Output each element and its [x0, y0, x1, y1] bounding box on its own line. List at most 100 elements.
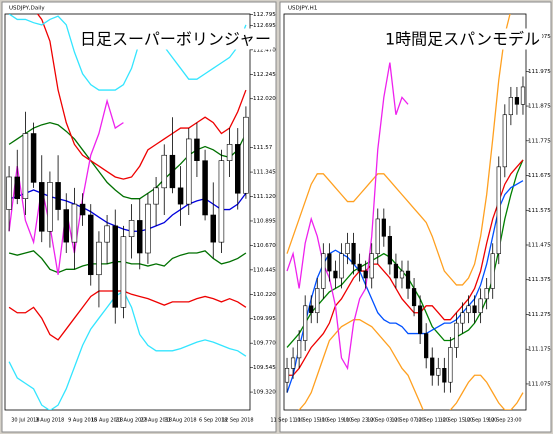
candle-body [210, 214, 217, 243]
candle-body [339, 253, 344, 279]
candle-body [14, 176, 21, 199]
x-tick-label: 11 Sep 15:00 [295, 418, 328, 424]
candle-body [153, 187, 159, 205]
candle-body [460, 312, 465, 324]
candle-body [496, 166, 501, 254]
candle-body [315, 288, 320, 314]
candle-body [442, 368, 447, 383]
candle-body [345, 242, 350, 254]
candle-body [333, 270, 338, 279]
symbol-label: USDJPY,Daily [9, 6, 45, 12]
indicator-line [286, 62, 409, 371]
x-tick-label: 11 Sep 11:00 [270, 418, 303, 424]
candle-body [30, 133, 37, 183]
y-tick-label: 110.670 [253, 243, 276, 249]
candle-body [472, 305, 477, 314]
indicator-line [8, 250, 247, 274]
candle-body [363, 270, 368, 279]
plot-area [4, 13, 251, 411]
candle-body [478, 298, 483, 314]
indicator-line [8, 290, 247, 341]
y-tick-label: 112.020 [253, 96, 276, 102]
candle-body [235, 144, 241, 194]
plot-content [6, 14, 249, 410]
x-tick-label: 12 Sep 2018 [222, 418, 254, 424]
y-tick-label: 111.175 [528, 347, 551, 353]
candle-body [418, 305, 423, 334]
indicator-line [8, 121, 247, 200]
candle-body [104, 225, 110, 243]
candle-body [22, 133, 29, 199]
y-tick-label: 109.320 [253, 390, 276, 396]
candle-body [226, 144, 233, 161]
indicator-line [8, 290, 247, 410]
candle-body [484, 288, 489, 300]
x-tick-label: 15 Aug 2018 [91, 418, 123, 424]
candle-body [161, 154, 168, 189]
candle-body [454, 322, 459, 348]
y-tick-label: 112.795 [253, 12, 276, 18]
x-tick-label: 9 Aug 2018 [68, 418, 97, 424]
candle-body [177, 187, 184, 205]
candle-body [351, 242, 356, 265]
candle-body [120, 236, 127, 308]
x-tick-label: 31 Aug 2018 [165, 418, 197, 424]
x-tick-label: 12 Sep 11:00 [416, 418, 449, 424]
y-tick-label: 110.445 [253, 267, 276, 273]
indicator-line [286, 14, 511, 286]
candle-body [430, 357, 435, 376]
x-tick-label: 12 Sep 07:00 [391, 418, 424, 424]
y-tick-label: 112.470 [253, 47, 276, 53]
candle-body [490, 253, 495, 289]
y-tick-label: 111.120 [253, 194, 276, 200]
x-tick-label: 12 Sep 03:00 [367, 418, 400, 424]
title-bg [383, 28, 542, 50]
chart-title: 日足スーパーボリンジャー [80, 30, 271, 49]
x-tick-label: 3 Aug 2018 [35, 418, 64, 424]
plot-content [284, 14, 526, 410]
candle-body [284, 368, 290, 383]
candle-body [186, 138, 192, 205]
candle-body [79, 203, 86, 216]
candle-body [424, 333, 429, 359]
y-tick-label: 111.775 [528, 138, 551, 144]
y-tick-label: 112.245 [253, 72, 276, 78]
candle-body [448, 347, 453, 383]
candle-body [112, 225, 119, 308]
symbol-label: USDJPY,H1 [288, 6, 317, 12]
candle-body [290, 357, 296, 369]
candle-body [194, 138, 200, 161]
y-tick-label: 111.575 [528, 208, 551, 214]
candle-body [128, 220, 135, 238]
candle-body [55, 182, 61, 210]
candle-body [405, 270, 411, 289]
indicator-line [286, 180, 524, 393]
plot-area [283, 13, 527, 411]
indicator-line [36, 14, 247, 180]
candle-body [393, 263, 399, 279]
candle-body [137, 220, 143, 254]
x-tick-label: 12 Sep 19:00 [464, 418, 497, 424]
x-tick-label: 21 Aug 2018 [116, 418, 148, 424]
y-tick-label: 110.895 [253, 218, 276, 224]
y-tick-label: 111.975 [528, 69, 551, 75]
candle-body [357, 263, 362, 272]
candle-body [169, 154, 176, 189]
candle-body [63, 209, 69, 243]
chart-title: 1時間足スパンモデル [385, 30, 540, 49]
candle-body [369, 253, 374, 279]
candle-body [502, 114, 507, 168]
y-tick-label: 110.220 [253, 292, 276, 298]
candle-body [399, 270, 405, 279]
y-tick-label: 109.770 [253, 341, 276, 347]
candle-body [381, 218, 386, 237]
indicator-line [298, 319, 524, 410]
y-tick-label: 111.345 [253, 170, 276, 176]
candle-body [243, 116, 249, 194]
candle-body [321, 253, 326, 289]
x-tick-label: 6 Sep 2018 [199, 418, 228, 424]
candle-body [387, 236, 392, 265]
candle-body [202, 160, 208, 216]
candle-body [411, 288, 417, 307]
y-tick-label: 111.57 [253, 145, 273, 151]
